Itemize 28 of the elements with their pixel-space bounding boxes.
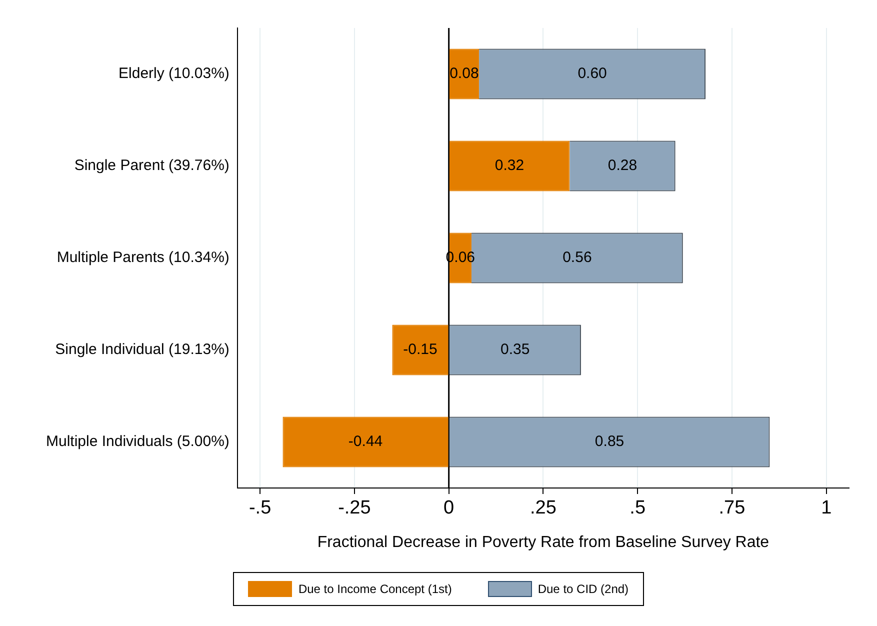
x-axis-title: Fractional Decrease in Poverty Rate from Baseline Survey Rate xyxy=(317,534,770,551)
data-label: 0.28 xyxy=(608,157,638,174)
y-tick-label: Multiple Parents (10.34%) xyxy=(56,249,230,266)
bar xyxy=(449,140,570,192)
x-tick-label: .25 xyxy=(530,498,556,519)
bar xyxy=(449,48,480,100)
x-tick-label: 1 xyxy=(821,498,832,519)
data-label: 0.85 xyxy=(594,433,624,450)
data-label: 0.32 xyxy=(494,157,524,174)
y-tick-label: Single Individual (19.13%) xyxy=(55,341,230,358)
x-tick-label: -.25 xyxy=(338,498,371,519)
bar xyxy=(392,324,448,376)
x-tick-label: .75 xyxy=(718,498,746,519)
data-label: 0.35 xyxy=(500,341,530,358)
y-tick-label: Elderly (10.03%) xyxy=(118,65,230,82)
legend-label: Due to Income Concept (1st) xyxy=(298,582,452,596)
legend-label: Due to CID (2nd) xyxy=(538,582,629,596)
y-tick-label: Single Parent (39.76%) xyxy=(74,157,230,174)
x-tick-label: 0 xyxy=(444,498,454,519)
data-label: 0.60 xyxy=(578,65,607,82)
y-tick-label: Multiple Individuals (5.00%) xyxy=(46,433,230,450)
x-tick-label: -.5 xyxy=(248,498,272,519)
data-label: -0.44 xyxy=(348,433,383,450)
data-label: 0.56 xyxy=(562,249,592,266)
data-label: -0.15 xyxy=(403,341,438,358)
x-tick-label: .5 xyxy=(630,498,646,519)
bar xyxy=(282,416,448,468)
data-label: 0.08 xyxy=(450,65,479,82)
